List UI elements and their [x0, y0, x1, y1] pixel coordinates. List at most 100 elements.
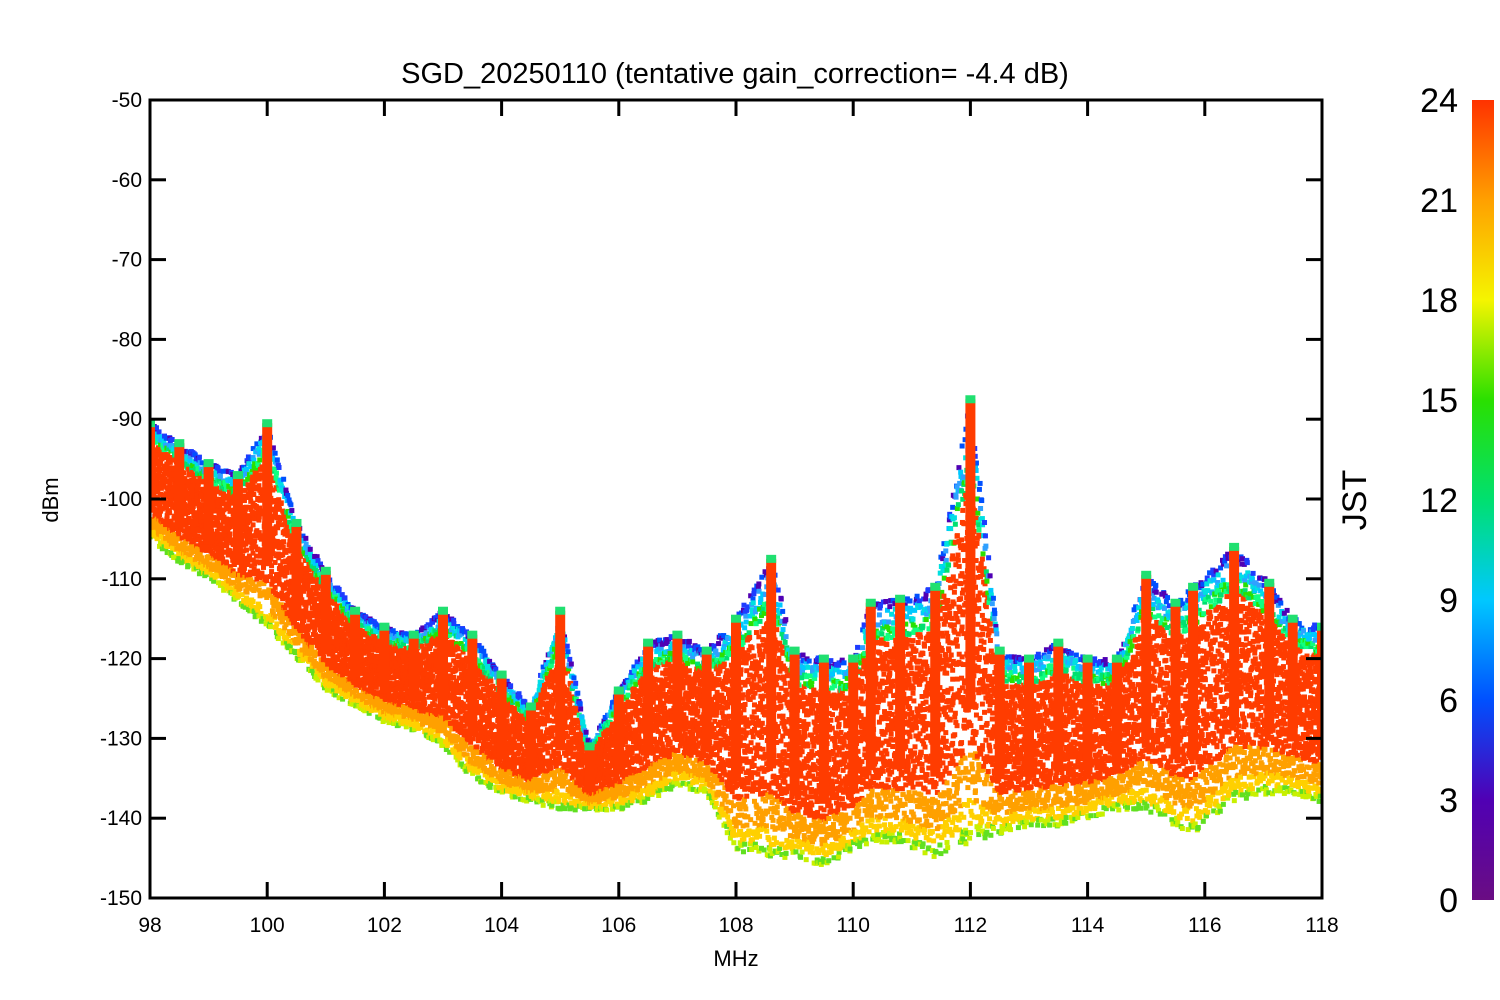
data-point — [182, 476, 188, 482]
data-point — [171, 554, 177, 560]
data-point — [227, 524, 233, 530]
data-point — [224, 501, 230, 507]
data-point — [308, 587, 314, 593]
data-point — [155, 475, 161, 481]
data-point — [256, 517, 262, 523]
data-point — [367, 645, 373, 651]
data-point — [245, 531, 251, 537]
data-point — [212, 485, 218, 491]
data-point — [216, 545, 222, 551]
data-point — [158, 460, 164, 466]
data-point — [287, 600, 293, 606]
data-point — [190, 503, 196, 509]
data-point — [257, 604, 263, 610]
data-point — [486, 708, 492, 714]
data-point — [447, 632, 453, 638]
data-point — [230, 568, 236, 574]
data-point — [394, 664, 400, 670]
data-point — [474, 744, 480, 750]
data-point — [488, 758, 494, 764]
data-point — [249, 488, 255, 494]
data-point — [303, 541, 309, 547]
data-point — [434, 669, 440, 675]
data-point — [224, 543, 230, 549]
data-point — [274, 621, 280, 627]
data-point — [223, 574, 229, 580]
data-point — [277, 608, 283, 614]
data-point — [260, 616, 266, 622]
data-point — [483, 670, 489, 676]
data-point — [216, 511, 222, 517]
data-point — [162, 476, 168, 482]
data-point — [181, 558, 187, 564]
data-point — [205, 554, 211, 560]
data-point — [186, 526, 192, 532]
data-point — [303, 535, 309, 541]
data-point — [241, 516, 247, 522]
data-point — [484, 767, 490, 773]
data-point — [307, 546, 313, 552]
data-point — [189, 466, 195, 472]
data-point — [277, 563, 283, 569]
data-point — [242, 511, 248, 517]
data-point — [241, 569, 247, 575]
data-point — [190, 462, 196, 468]
data-point — [223, 539, 229, 545]
data-point — [250, 455, 256, 461]
data-point — [451, 674, 457, 680]
data-point — [345, 682, 351, 688]
data-point — [374, 659, 380, 665]
data-point — [306, 549, 312, 555]
data-point — [195, 564, 201, 570]
data-point — [283, 487, 289, 493]
data-point — [190, 518, 196, 524]
data-point — [387, 655, 393, 661]
data-point — [241, 548, 247, 554]
data-point — [290, 620, 296, 626]
data-point — [303, 599, 309, 605]
data-point — [420, 678, 426, 684]
data-point — [183, 539, 189, 545]
data-point — [429, 660, 435, 666]
data-point — [281, 539, 287, 545]
data-point — [508, 683, 514, 689]
data-point — [228, 478, 234, 484]
data-point — [243, 581, 249, 587]
data-point — [283, 639, 289, 645]
data-point — [225, 583, 231, 589]
data-point — [454, 641, 460, 647]
data-point — [289, 508, 295, 514]
data-point — [358, 635, 364, 641]
data-point — [335, 612, 341, 618]
data-point — [447, 662, 453, 668]
data-point — [177, 536, 183, 542]
data-point — [423, 709, 429, 715]
data-point — [398, 708, 404, 714]
data-point — [151, 506, 157, 512]
data-point — [303, 566, 309, 572]
data-point — [247, 585, 253, 591]
data-point — [153, 484, 159, 490]
data-point — [351, 679, 357, 685]
data-point — [156, 485, 162, 491]
data-point — [462, 636, 468, 642]
data-point — [259, 570, 265, 576]
data-point — [155, 445, 161, 451]
data-point — [430, 619, 436, 625]
data-point — [512, 794, 518, 800]
data-point — [363, 666, 369, 672]
data-point — [162, 494, 168, 500]
data-point — [519, 712, 525, 718]
data-point — [227, 587, 233, 593]
data-point — [255, 547, 261, 553]
data-point — [304, 571, 310, 577]
data-point — [287, 555, 293, 561]
data-point — [427, 704, 433, 710]
data-point — [272, 530, 278, 536]
data-point — [396, 632, 402, 638]
data-point — [210, 562, 216, 568]
data-point — [157, 543, 163, 549]
data-point — [188, 489, 194, 495]
data-point — [340, 672, 346, 678]
data-point — [431, 727, 437, 733]
